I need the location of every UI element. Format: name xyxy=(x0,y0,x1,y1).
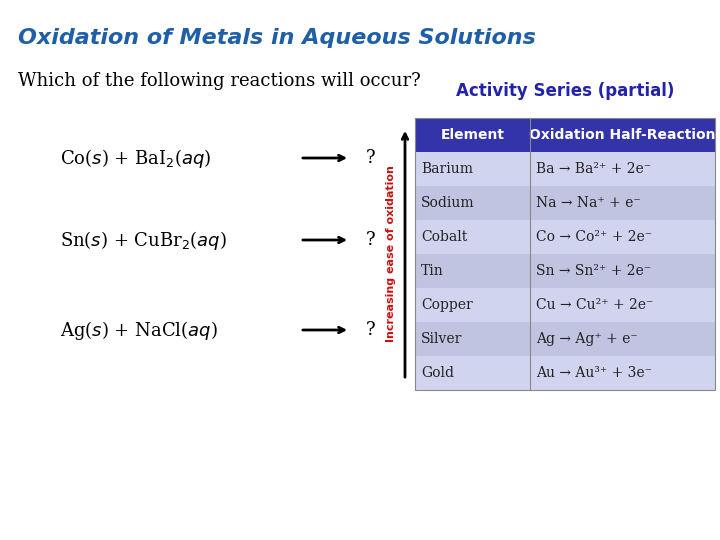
Bar xyxy=(530,288,715,322)
Text: Oxidation Half-Reaction: Oxidation Half-Reaction xyxy=(529,128,716,142)
Bar xyxy=(530,254,715,288)
Bar xyxy=(415,186,530,220)
Bar xyxy=(530,186,715,220)
Text: Sodium: Sodium xyxy=(421,196,474,210)
Bar xyxy=(415,356,530,390)
Text: Gold: Gold xyxy=(421,366,454,380)
Text: Element: Element xyxy=(441,128,505,142)
Bar xyxy=(530,220,715,254)
Text: ?: ? xyxy=(366,231,376,249)
Text: Co($s$) + BaI$_2$($aq$): Co($s$) + BaI$_2$($aq$) xyxy=(60,146,212,170)
Text: Ba → Ba²⁺ + 2e⁻: Ba → Ba²⁺ + 2e⁻ xyxy=(536,162,651,176)
Text: Ag → Ag⁺ + e⁻: Ag → Ag⁺ + e⁻ xyxy=(536,332,638,346)
Text: Tin: Tin xyxy=(421,264,444,278)
Bar xyxy=(530,118,715,152)
Bar xyxy=(415,254,530,288)
Bar xyxy=(530,356,715,390)
Text: Co → Co²⁺ + 2e⁻: Co → Co²⁺ + 2e⁻ xyxy=(536,230,652,244)
Text: Which of the following reactions will occur?: Which of the following reactions will oc… xyxy=(18,72,420,90)
Text: ?: ? xyxy=(366,321,376,339)
Text: Oxidation of Metals in Aqueous Solutions: Oxidation of Metals in Aqueous Solutions xyxy=(18,28,536,48)
Bar xyxy=(415,288,530,322)
Bar xyxy=(530,322,715,356)
Text: Cu → Cu²⁺ + 2e⁻: Cu → Cu²⁺ + 2e⁻ xyxy=(536,298,653,312)
Text: Activity Series (partial): Activity Series (partial) xyxy=(456,82,674,100)
Bar xyxy=(415,220,530,254)
Text: Barium: Barium xyxy=(421,162,473,176)
Text: Au → Au³⁺ + 3e⁻: Au → Au³⁺ + 3e⁻ xyxy=(536,366,652,380)
Text: Na → Na⁺ + e⁻: Na → Na⁺ + e⁻ xyxy=(536,196,641,210)
Text: Cobalt: Cobalt xyxy=(421,230,467,244)
Bar xyxy=(415,118,715,390)
Text: ?: ? xyxy=(366,149,376,167)
Text: Ag($s$) + NaCl($aq$): Ag($s$) + NaCl($aq$) xyxy=(60,319,217,341)
Text: Sn → Sn²⁺ + 2e⁻: Sn → Sn²⁺ + 2e⁻ xyxy=(536,264,651,278)
Bar xyxy=(415,152,530,186)
Text: Sn($s$) + CuBr$_2$($aq$): Sn($s$) + CuBr$_2$($aq$) xyxy=(60,228,227,252)
Text: Increasing ease of oxidation: Increasing ease of oxidation xyxy=(386,166,396,342)
Bar xyxy=(530,152,715,186)
Text: Silver: Silver xyxy=(421,332,462,346)
Bar xyxy=(415,118,530,152)
Bar xyxy=(415,322,530,356)
Text: Copper: Copper xyxy=(421,298,473,312)
